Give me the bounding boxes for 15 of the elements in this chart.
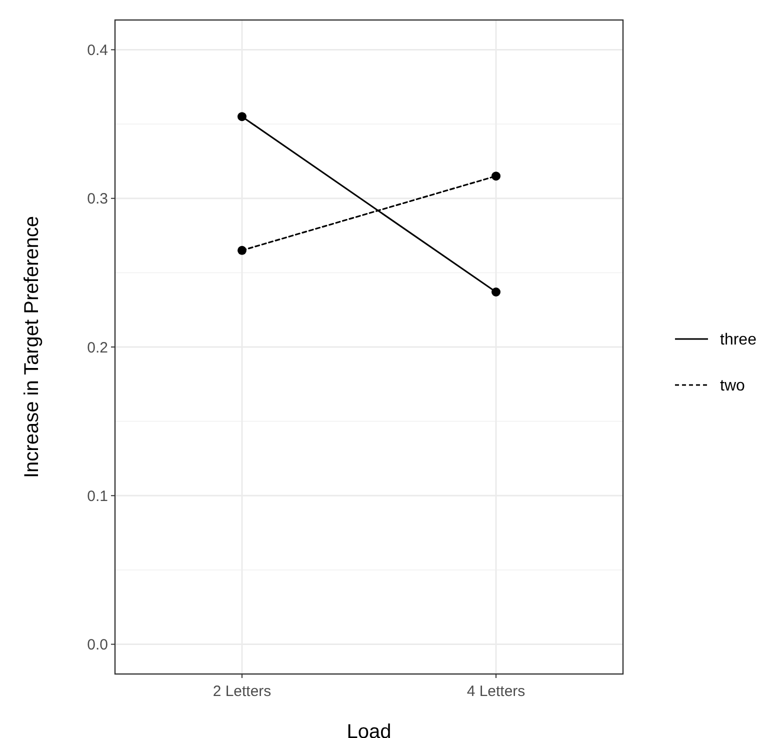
y-tick-label: 0.2 xyxy=(87,339,108,356)
point xyxy=(238,112,246,122)
point xyxy=(492,288,500,297)
y-tick-label: 0.3 xyxy=(87,190,108,208)
x-tick-label: 4 Letters xyxy=(466,683,526,700)
x-axis-title: Load xyxy=(346,721,392,738)
legend-label: three xyxy=(720,332,757,349)
y-tick-label: 0.1 xyxy=(87,488,108,505)
point xyxy=(238,246,246,255)
legend-label: two xyxy=(720,378,745,395)
y-tick-label: 0.4 xyxy=(87,42,108,59)
y-tick-label: 0.0 xyxy=(87,636,108,654)
y-axis-title: Increase in Target Preference xyxy=(21,216,43,478)
x-tick-label: 2 Letters xyxy=(212,683,272,700)
point xyxy=(492,172,500,181)
